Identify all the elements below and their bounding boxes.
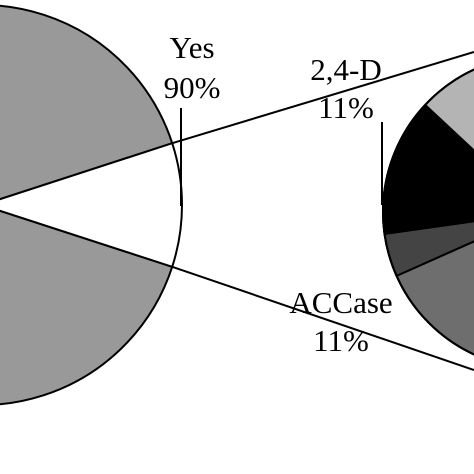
secondary-pie-outline (382, 68, 474, 356)
main-pie (0, 4, 183, 406)
labels: Yes 90% 2,4-D 11% ACCase 11% (164, 30, 393, 358)
connector-line-top (171, 51, 474, 145)
slice-label-accase: ACCase (289, 285, 392, 320)
slice-value-yes: 90% (164, 70, 221, 105)
slice-value-2-4-d: 11% (318, 90, 374, 125)
slice-value-accase: 11% (313, 323, 369, 358)
secondary-pie (382, 68, 474, 356)
connector-lines (171, 51, 474, 371)
slice-yes (0, 4, 174, 406)
slice-label-2-4-d: 2,4-D (310, 52, 381, 87)
connector-line-bottom (171, 265, 474, 371)
slice-label-yes: Yes (169, 30, 214, 65)
